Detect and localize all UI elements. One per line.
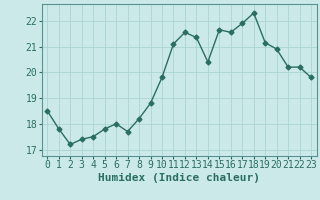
X-axis label: Humidex (Indice chaleur): Humidex (Indice chaleur)	[98, 173, 260, 183]
